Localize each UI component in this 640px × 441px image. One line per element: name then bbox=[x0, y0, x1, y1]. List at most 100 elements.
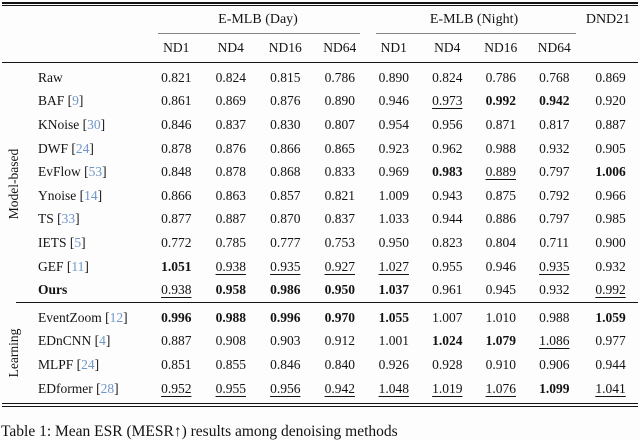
table-cell: 1.099 bbox=[539, 380, 570, 396]
method-label: TS [33] bbox=[38, 211, 80, 227]
citation-link[interactable]: 53 bbox=[88, 164, 103, 180]
table-cell: 0.935 bbox=[539, 258, 570, 274]
table-cell: 0.871 bbox=[485, 116, 516, 132]
column-header-nd16-day: ND16 bbox=[268, 39, 302, 55]
table-cell: 0.926 bbox=[378, 356, 409, 372]
method-label: GEF [11] bbox=[38, 258, 89, 274]
table-cell: 0.943 bbox=[432, 187, 463, 203]
table-row: EDformer [28] 0.952 0.955 0.956 0.942 1.048 1.… bbox=[30, 377, 640, 401]
table-cell: 0.886 bbox=[485, 211, 516, 227]
table-cell: 0.786 bbox=[485, 69, 516, 85]
table-cell: 0.992 bbox=[485, 93, 516, 109]
table-cell: 1.024 bbox=[432, 333, 463, 349]
citation-link[interactable]: 30 bbox=[87, 116, 101, 132]
table-cell: 0.977 bbox=[595, 333, 626, 349]
column-group-day: E-MLB (Day) bbox=[218, 12, 298, 27]
table-cell: 0.753 bbox=[324, 234, 355, 250]
table-cell: 0.928 bbox=[432, 356, 463, 372]
column-header-nd64-day: ND64 bbox=[323, 39, 357, 55]
table-cell: 0.955 bbox=[215, 380, 246, 396]
method-label: Ours bbox=[38, 282, 68, 298]
column-header-nd1-night: ND1 bbox=[380, 39, 407, 55]
citation-link[interactable]: 11 bbox=[71, 258, 85, 274]
method-label: EvFlow [53] bbox=[38, 164, 107, 180]
table-cell: 1.048 bbox=[378, 380, 409, 396]
citation-link[interactable]: 14 bbox=[84, 187, 98, 203]
method-label: KNoise [30] bbox=[38, 116, 106, 132]
table-cell: 0.954 bbox=[378, 116, 409, 132]
table-cell: 0.932 bbox=[539, 282, 570, 298]
table-cell: 0.865 bbox=[324, 140, 355, 156]
table-cell: 0.876 bbox=[270, 93, 301, 109]
table-cell: 0.900 bbox=[595, 234, 626, 250]
table-cell: 0.804 bbox=[485, 234, 516, 250]
table-row: TS [33] 0.877 0.887 0.870 0.837 1.033 0.944 0.8… bbox=[30, 208, 640, 232]
table-cell: 0.996 bbox=[161, 309, 192, 325]
table-cell: 0.830 bbox=[270, 116, 301, 132]
table-cell: 0.711 bbox=[539, 234, 570, 250]
table-cell: 0.833 bbox=[324, 164, 355, 180]
method-label: DWF [24] bbox=[38, 140, 94, 156]
table-cell: 0.817 bbox=[539, 116, 570, 132]
table-row: DWF [24] 0.878 0.876 0.866 0.865 0.923 0.962 0.… bbox=[30, 137, 640, 161]
method-label: IETS [5] bbox=[38, 234, 86, 250]
table-cell: 1.079 bbox=[485, 333, 516, 349]
table-cell: 0.961 bbox=[432, 282, 463, 298]
table-cell: 0.889 bbox=[485, 164, 516, 180]
citation-link[interactable]: 12 bbox=[109, 309, 124, 325]
method-label: EDnCNN [4] bbox=[38, 333, 111, 349]
table-cell: 0.956 bbox=[270, 380, 301, 396]
table-cell: 0.797 bbox=[539, 211, 570, 227]
table-cell: 0.962 bbox=[432, 140, 463, 156]
table-cell: 0.815 bbox=[270, 69, 301, 85]
citation-link[interactable]: 4 bbox=[99, 333, 106, 349]
method-label: Raw bbox=[38, 69, 63, 85]
table-cell: 1.076 bbox=[485, 380, 516, 396]
table-cell: 0.887 bbox=[161, 333, 192, 349]
table-cell: 0.988 bbox=[539, 309, 570, 325]
table-cell: 0.983 bbox=[432, 164, 463, 180]
column-header-nd16-night: ND16 bbox=[484, 39, 518, 55]
table-cell: 0.875 bbox=[485, 187, 516, 203]
table-cell: 1.051 bbox=[161, 258, 192, 274]
table-row: EventZoom [12] 0.996 0.988 0.996 0.970 1.055 1… bbox=[30, 306, 640, 330]
column-header-nd1-day: ND1 bbox=[163, 39, 190, 55]
night-cmidrule bbox=[376, 32, 576, 35]
table-cell: 0.840 bbox=[324, 356, 355, 372]
table-cell: 0.903 bbox=[270, 333, 301, 349]
table-cell: 1.019 bbox=[432, 380, 463, 396]
citation-link[interactable]: 24 bbox=[75, 140, 90, 156]
citation-link[interactable]: 5 bbox=[74, 234, 82, 250]
table-cell: 0.988 bbox=[215, 309, 246, 325]
table-cell: 0.935 bbox=[270, 258, 301, 274]
table-row: IETS [5] 0.772 0.785 0.777 0.753 0.950 0.823 0.… bbox=[30, 231, 640, 255]
table-cell: 1.041 bbox=[595, 380, 626, 396]
table-cell: 0.945 bbox=[485, 282, 516, 298]
citation-link[interactable]: 33 bbox=[61, 211, 76, 227]
section-divider-rule bbox=[16, 302, 638, 304]
table-cell: 0.855 bbox=[215, 356, 246, 372]
table-cell: 0.986 bbox=[270, 282, 301, 298]
bottom-rule-inner bbox=[2, 406, 638, 408]
table-cell: 0.777 bbox=[270, 234, 301, 250]
table-cell: 0.869 bbox=[595, 69, 626, 85]
table-cell: 0.950 bbox=[378, 234, 409, 250]
table-cell: 0.906 bbox=[539, 356, 570, 372]
table-cell: 0.950 bbox=[324, 282, 355, 298]
table-cell: 0.912 bbox=[324, 333, 355, 349]
table-cell: 0.824 bbox=[432, 69, 463, 85]
table-cell: 0.866 bbox=[270, 140, 301, 156]
table-cell: 1.027 bbox=[378, 258, 409, 274]
table-row: BAF [9] 0.861 0.869 0.876 0.890 0.946 0.973 0.9… bbox=[30, 90, 640, 114]
table-cell: 0.837 bbox=[324, 211, 355, 227]
citation-link[interactable]: 28 bbox=[100, 380, 115, 396]
table-cell: 0.846 bbox=[161, 116, 192, 132]
table-row: MLPF [24] 0.851 0.855 0.846 0.840 0.926 0.928 0… bbox=[30, 353, 640, 377]
citation-link[interactable]: 24 bbox=[81, 356, 95, 372]
table-cell: 0.905 bbox=[595, 140, 626, 156]
method-label: MLPF [24] bbox=[38, 356, 100, 372]
table-cell: 0.946 bbox=[485, 258, 516, 274]
column-header-nd4-night: ND4 bbox=[434, 39, 461, 55]
citation-link[interactable]: 9 bbox=[72, 93, 79, 109]
